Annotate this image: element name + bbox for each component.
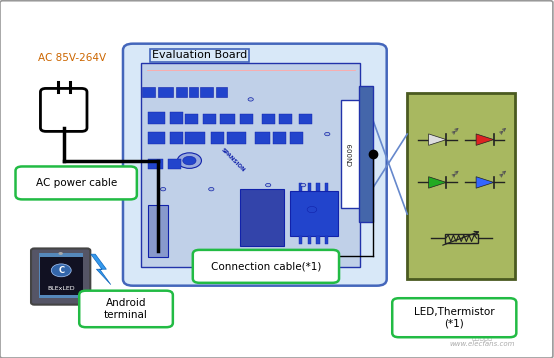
Text: C: C [58,266,64,275]
Bar [211,132,224,144]
Bar [316,236,320,244]
Polygon shape [429,177,447,188]
Circle shape [301,183,306,187]
Circle shape [51,264,71,277]
Bar [148,132,165,144]
Bar [167,159,181,169]
Bar [40,257,83,295]
Circle shape [325,132,330,136]
Polygon shape [429,134,447,145]
FancyBboxPatch shape [31,248,90,305]
Bar [290,132,303,144]
Bar [220,114,235,124]
Bar [261,114,275,124]
Text: LED,Thermistor
(*1): LED,Thermistor (*1) [414,307,495,329]
Text: Android
terminal: Android terminal [104,298,148,320]
Circle shape [307,207,317,213]
Polygon shape [91,254,111,285]
Circle shape [59,252,63,255]
Bar [141,63,360,267]
Bar [170,112,183,124]
Circle shape [161,188,166,191]
Circle shape [177,153,202,168]
Circle shape [265,183,271,187]
Bar [148,159,163,169]
Circle shape [209,188,214,191]
Bar [189,87,198,97]
Text: Connection cable(*1): Connection cable(*1) [211,261,321,271]
FancyBboxPatch shape [193,250,339,283]
Bar [299,183,302,191]
Bar [273,132,286,144]
FancyBboxPatch shape [16,166,137,199]
Bar [407,93,515,279]
FancyBboxPatch shape [79,291,173,327]
FancyBboxPatch shape [123,44,387,286]
Bar [227,132,247,144]
Bar [185,132,205,144]
Bar [148,112,165,124]
Polygon shape [476,177,494,188]
Text: CN009: CN009 [347,142,353,166]
Bar [316,183,320,191]
Bar [176,87,187,97]
Text: AC power cable: AC power cable [35,178,117,188]
Bar [39,253,83,298]
Bar [359,86,373,222]
Bar [148,205,167,256]
Bar [299,114,312,124]
Bar [299,236,302,244]
Bar [444,234,478,243]
FancyBboxPatch shape [40,88,87,131]
Text: SPANSION: SPANSION [220,147,246,174]
Text: BLExLED: BLExLED [48,286,75,291]
Bar [142,87,156,97]
Bar [279,114,293,124]
Bar [307,183,311,191]
Text: 电子发烧友
www.elecfans.com: 电子发烧友 www.elecfans.com [449,334,515,347]
Bar [240,114,253,124]
Bar [158,87,173,97]
Text: AC 85V-264V: AC 85V-264V [38,53,106,63]
Bar [325,183,329,191]
Circle shape [303,204,321,215]
Bar [290,191,338,236]
Bar [185,114,198,124]
Bar [203,114,216,124]
Bar [201,87,213,97]
Polygon shape [476,134,494,145]
Circle shape [248,98,253,101]
Bar [216,87,227,97]
Bar [307,236,311,244]
Bar [325,236,329,244]
Circle shape [183,156,196,165]
Bar [341,100,360,208]
Bar [255,132,270,144]
Bar [170,132,183,144]
FancyBboxPatch shape [392,298,516,337]
Bar [240,189,284,246]
Text: Evaluation Board: Evaluation Board [152,50,247,61]
